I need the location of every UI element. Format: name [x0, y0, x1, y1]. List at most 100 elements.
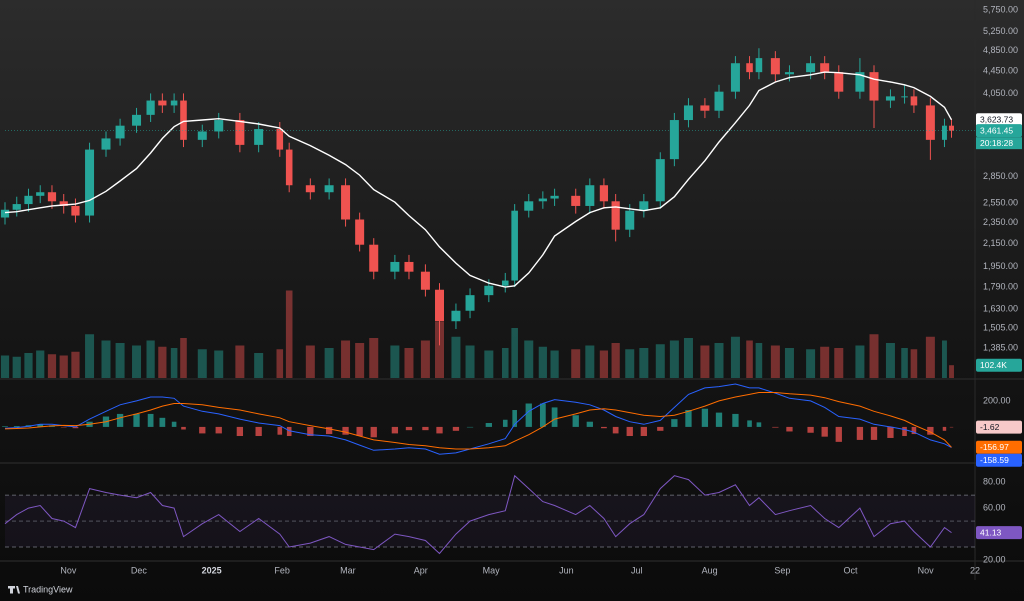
candle-body — [324, 185, 334, 193]
histogram-bar — [405, 426, 413, 431]
volume-bar — [24, 353, 33, 378]
x-tick-label: Jun — [559, 565, 574, 575]
y-tick-label: 4,850.00 — [983, 45, 1018, 55]
candle-body — [599, 185, 609, 202]
histogram-bar — [485, 423, 492, 427]
candle-body — [85, 149, 95, 216]
candle-body — [714, 91, 724, 111]
volume-bar — [276, 349, 284, 378]
candle-body — [369, 244, 379, 272]
x-tick-label: Aug — [702, 565, 718, 575]
volume-bar — [305, 345, 315, 378]
x-tick-label: Mar — [340, 565, 356, 575]
volume-bar — [901, 348, 908, 378]
histogram-bar — [391, 426, 399, 434]
histogram-bar — [927, 426, 934, 435]
histogram-bar — [181, 426, 186, 430]
candle-body — [949, 125, 954, 131]
volume-bar — [158, 346, 167, 378]
histogram-bar — [949, 426, 954, 428]
x-tick-label: Jul — [631, 565, 643, 575]
volume-bar — [611, 343, 620, 378]
volume-bar — [214, 350, 224, 378]
signal-label-bg — [976, 440, 1022, 454]
volume-bar — [47, 354, 57, 378]
candle-body — [925, 105, 935, 140]
volume-bar — [12, 356, 21, 378]
histogram-bar — [307, 426, 314, 437]
candle-body — [501, 280, 509, 286]
candle-body — [669, 120, 679, 160]
rsi-line — [4, 474, 952, 555]
volume-bar — [369, 338, 379, 378]
y-tick-label: 5,750.00 — [983, 5, 1018, 15]
candle-body — [435, 289, 445, 322]
volume-bar — [511, 328, 518, 378]
candle-body — [115, 125, 125, 139]
volume-bar — [550, 350, 559, 378]
histogram-bar — [342, 426, 349, 435]
candle-body — [550, 195, 559, 199]
histogram-bar — [685, 410, 692, 427]
candle-body — [784, 72, 794, 75]
volume-bar — [538, 346, 547, 378]
volume-bar — [855, 345, 865, 378]
histogram-bar — [370, 426, 377, 438]
volume-bar — [115, 343, 125, 378]
candle-body — [746, 63, 753, 73]
candle-body — [855, 72, 865, 92]
candle-body — [770, 58, 780, 75]
volume-bar — [784, 348, 794, 378]
volume-bar — [585, 345, 595, 378]
volume-bar — [36, 350, 45, 378]
countdown: 20:18:28 — [980, 138, 1013, 148]
histogram-label-bg — [976, 420, 1022, 434]
histogram-bar — [277, 426, 283, 435]
volume-bar — [571, 349, 581, 378]
volume-bar — [942, 340, 947, 378]
volume-bar — [820, 346, 830, 378]
candle-body — [655, 159, 665, 202]
candle-body — [101, 138, 111, 150]
y-tick-label: 60.00 — [983, 502, 1006, 512]
histogram-bar — [835, 426, 842, 442]
histogram-label: -1.62 — [980, 422, 1000, 432]
volume-bar — [235, 345, 245, 378]
signal-label: -156.97 — [980, 442, 1009, 452]
volume-bar — [71, 351, 80, 378]
candle-body — [24, 195, 33, 205]
volume-bar — [910, 349, 918, 378]
y-tick-label: 1,790.00 — [983, 281, 1018, 291]
volume-bar — [949, 365, 954, 378]
candle-body — [885, 96, 895, 101]
candle-body — [806, 63, 816, 73]
y-tick-label: 2,150.00 — [983, 238, 1018, 248]
histogram-bar — [732, 413, 739, 427]
histogram-bar — [601, 426, 607, 429]
volume-bar — [85, 334, 95, 378]
signal-line — [4, 392, 952, 450]
volume-label-bg — [976, 358, 1022, 372]
volume-bar — [390, 345, 400, 378]
volume-bar — [146, 340, 155, 378]
histogram-bar — [525, 403, 532, 427]
volume-bar — [655, 344, 665, 378]
histogram-bar — [626, 426, 633, 437]
rsi-label-bg — [976, 526, 1022, 540]
countdown-bg — [976, 137, 1022, 150]
x-tick-label: May — [483, 565, 501, 575]
histogram-bar — [171, 421, 177, 427]
y-tick-label: 2,850.00 — [983, 171, 1018, 181]
volume-bar — [451, 336, 461, 378]
candle-body — [146, 100, 155, 115]
candle-body — [901, 96, 908, 98]
volume-bar — [197, 349, 207, 378]
volume-bar — [700, 345, 710, 378]
last-price-label-bg — [976, 124, 1022, 138]
candle-body — [465, 295, 475, 311]
histogram-bar — [856, 426, 864, 440]
histogram-bar — [671, 419, 678, 427]
y-tick-label: 1,385.00 — [983, 342, 1018, 352]
candle-body — [683, 105, 693, 121]
